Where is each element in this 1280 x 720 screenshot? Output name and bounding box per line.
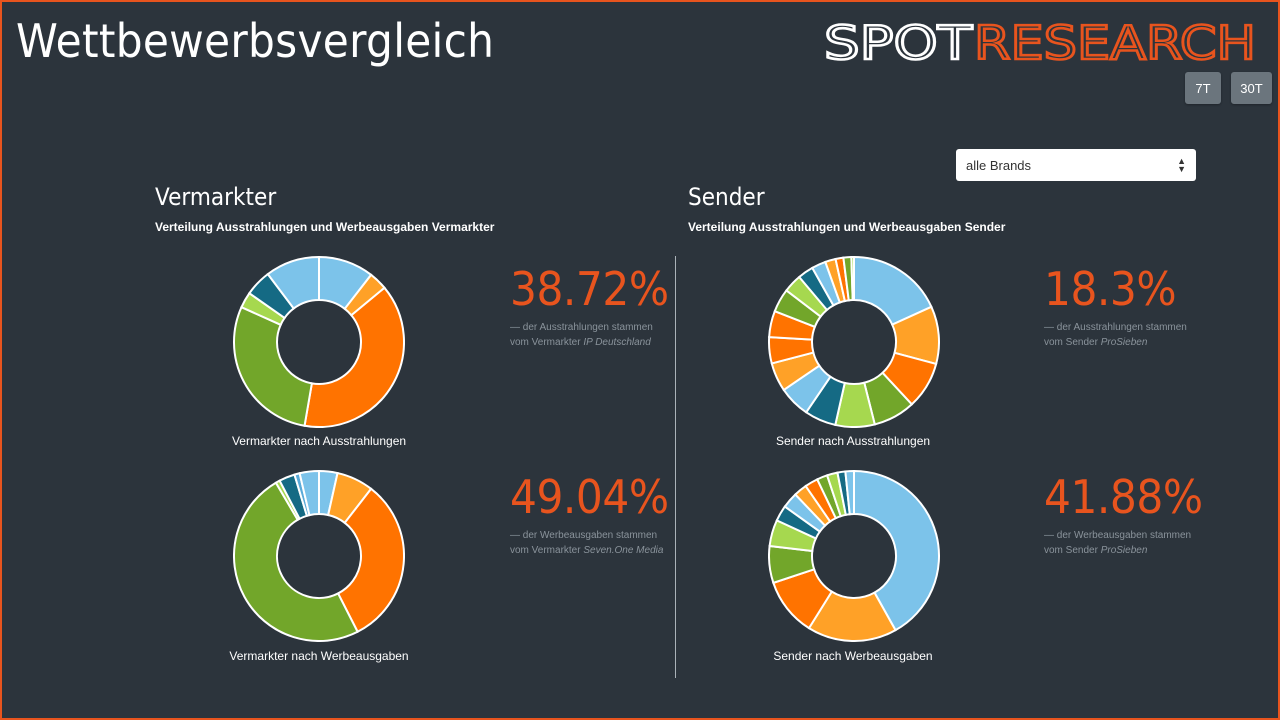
note-sender-werbeausgaben: — der Werbeausgaben stammen vom Sender P… — [1044, 528, 1234, 558]
note-name: IP Deutschland — [583, 337, 651, 348]
range-7-days-button[interactable]: 7T — [1185, 72, 1221, 104]
chart-label-vermarkter-werbeausgaben: Vermarkter nach Werbeausgaben — [229, 649, 409, 663]
note-line2: vom Vermarkter — [510, 337, 581, 348]
note-name: ProSieben — [1100, 545, 1148, 556]
donut-sender-werbeausgaben[interactable] — [768, 470, 940, 642]
select-arrows-icon: ▲ ▼ — [1177, 156, 1186, 174]
chart-label-sender-ausstrahlungen: Sender nach Ausstrahlungen — [775, 434, 931, 448]
note-name: Seven.One Media — [583, 545, 664, 556]
logo-text-research: RESEARCH — [974, 22, 1256, 64]
note-line2: vom Sender — [1044, 337, 1098, 348]
note-vermarkter-werbeausgaben: — der Werbeausgaben stammen vom Vermarkt… — [510, 528, 700, 558]
donut-slice[interactable] — [233, 305, 314, 427]
donut-vermarkter-ausstrahlungen[interactable] — [233, 256, 405, 428]
spotresearch-logo: SPOT RESEARCH — [824, 22, 1257, 64]
note-name: ProSieben — [1100, 337, 1148, 348]
logo-text-spot: SPOT — [824, 22, 973, 64]
donut-vermarkter-werbeausgaben[interactable] — [233, 470, 405, 642]
donut-svg — [233, 470, 405, 642]
vermarkter-title: Vermarkter — [155, 183, 277, 211]
page-title: Wettbewerbsvergleich — [16, 14, 495, 68]
note-line2: vom Vermarkter — [510, 545, 581, 556]
note-prefix: — der Werbeausgaben stammen — [1044, 530, 1192, 541]
note-prefix: — der Werbeausgaben stammen — [510, 530, 658, 541]
donut-svg — [768, 256, 940, 428]
chart-label-sender-werbeausgaben: Sender nach Werbeausgaben — [773, 649, 933, 663]
donut-slice[interactable] — [303, 286, 405, 428]
sender-subtitle: Verteilung Ausstrahlungen und Werbeausga… — [688, 220, 1006, 234]
donut-svg — [768, 470, 940, 642]
donut-slice[interactable] — [850, 256, 855, 302]
brand-select[interactable]: alle Brands ▲ ▼ — [956, 149, 1196, 181]
vermarkter-subtitle: Verteilung Ausstrahlungen und Werbeausga… — [155, 220, 495, 234]
donut-sender-ausstrahlungen[interactable] — [768, 256, 940, 428]
note-line2: vom Sender — [1044, 545, 1098, 556]
note-vermarkter-ausstrahlungen: — der Ausstrahlungen stammen vom Vermark… — [510, 320, 700, 350]
chart-label-vermarkter-ausstrahlungen: Vermarkter nach Ausstrahlungen — [231, 434, 407, 448]
donut-slice[interactable] — [853, 470, 940, 632]
pct-sender-ausstrahlungen: 18.3% — [1044, 262, 1177, 316]
pct-vermarkter-ausstrahlungen: 38.72% — [510, 262, 669, 316]
donut-slice[interactable] — [844, 470, 855, 516]
note-sender-ausstrahlungen: — der Ausstrahlungen stammen vom Sender … — [1044, 320, 1234, 350]
donut-slice[interactable] — [298, 470, 320, 517]
sender-title: Sender — [688, 183, 765, 211]
donut-slice[interactable] — [336, 487, 405, 634]
range-30-days-button[interactable]: 30T — [1231, 72, 1272, 104]
donut-svg — [233, 256, 405, 428]
note-prefix: — der Ausstrahlungen stammen — [1044, 322, 1187, 333]
donut-slice[interactable] — [266, 256, 320, 310]
pct-vermarkter-werbeausgaben: 49.04% — [510, 470, 669, 524]
donut-slice[interactable] — [233, 481, 359, 642]
note-prefix: — der Ausstrahlungen stammen — [510, 322, 653, 333]
section-divider — [675, 256, 676, 678]
brand-select-value: alle Brands — [966, 157, 1032, 173]
pct-sender-werbeausgaben: 41.88% — [1044, 470, 1203, 524]
